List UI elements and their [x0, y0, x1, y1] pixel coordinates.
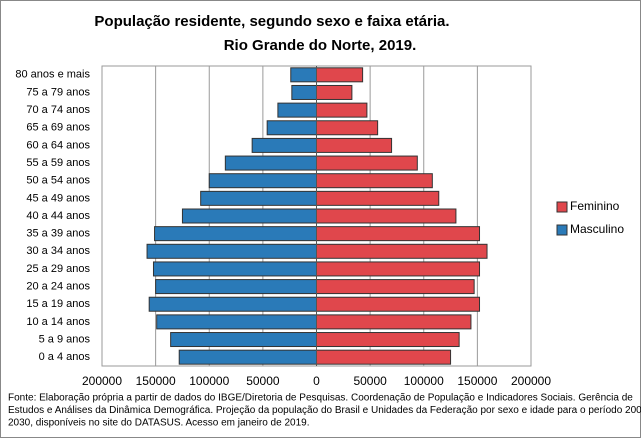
chart-subtitle: Rio Grande do Norte, 2019.	[224, 37, 417, 54]
bar	[316, 67, 364, 83]
bar	[200, 190, 317, 206]
bar	[181, 208, 317, 224]
bar	[316, 279, 475, 295]
bar	[291, 84, 317, 100]
y-tick-label: 75 a 79 anos	[26, 86, 90, 98]
y-tick-label: 50 a 54 anos	[26, 175, 90, 187]
bar	[316, 120, 379, 136]
bar	[316, 190, 440, 206]
bar	[251, 137, 317, 153]
legend-swatch	[556, 201, 568, 213]
bar	[148, 296, 317, 312]
y-tick-label: 60 a 64 anos	[26, 139, 90, 151]
chart-title: População residente, segundo sexo e faix…	[94, 13, 449, 30]
footnote: Fonte: Elaboração própria a partir de da…	[8, 393, 633, 404]
y-tick-label: 5 a 9 anos	[39, 333, 91, 345]
y-tick-label: 40 a 44 anos	[26, 210, 90, 222]
bar	[316, 332, 460, 348]
y-tick-label: 10 a 14 anos	[26, 316, 90, 328]
bar	[155, 279, 317, 295]
bar	[146, 243, 317, 259]
bar	[277, 102, 318, 118]
bar	[290, 67, 318, 83]
bar	[266, 120, 318, 136]
bar	[316, 226, 481, 242]
x-tick-label: 50000	[246, 374, 280, 388]
y-tick-label: 80 anos e mais	[15, 69, 90, 81]
y-tick-label: 45 a 49 anos	[26, 192, 90, 204]
y-tick-label: 25 a 29 anos	[26, 263, 90, 275]
bar	[316, 261, 481, 277]
bar	[316, 314, 472, 330]
bar	[316, 349, 452, 365]
y-tick-label: 70 a 74 anos	[26, 104, 90, 116]
x-tick-label: 50000	[353, 374, 387, 388]
y-tick-label: 15 a 19 anos	[26, 298, 90, 310]
bar	[154, 226, 317, 242]
x-tick-label: 200000	[82, 374, 122, 388]
footnote: 2030, disponíveis no site do DATASUS. Ac…	[8, 418, 309, 429]
legend-label: Masculino	[570, 222, 624, 236]
bar	[316, 84, 353, 100]
y-tick-label: 35 a 39 anos	[26, 228, 90, 240]
bar	[316, 155, 418, 171]
y-tick-label: 30 a 34 anos	[26, 245, 90, 257]
bar	[178, 349, 317, 365]
footnote: Estudos e Análises da Dinâmica Demográfi…	[8, 405, 641, 416]
bar	[170, 332, 317, 348]
x-tick-label: 200000	[511, 374, 551, 388]
bar	[316, 296, 481, 312]
legend-label: Feminino	[570, 199, 620, 213]
y-tick-label: 55 a 59 anos	[26, 157, 90, 169]
y-tick-label: 20 a 24 anos	[26, 280, 90, 292]
y-tick-label: 65 a 69 anos	[26, 122, 90, 134]
bar	[316, 243, 488, 259]
bar	[316, 173, 433, 189]
legend-swatch	[556, 224, 568, 236]
x-tick-label: 0	[313, 374, 320, 388]
x-tick-label: 100000	[189, 374, 229, 388]
x-tick-label: 150000	[457, 374, 497, 388]
x-tick-label: 100000	[404, 374, 444, 388]
bar	[152, 261, 317, 277]
bar	[208, 173, 317, 189]
y-tick-label: 0 a 4 anos	[39, 351, 91, 363]
bar	[316, 137, 393, 153]
bar	[156, 314, 317, 330]
bar	[224, 155, 317, 171]
bar	[316, 208, 457, 224]
x-tick-label: 150000	[136, 374, 176, 388]
bar	[316, 102, 368, 118]
